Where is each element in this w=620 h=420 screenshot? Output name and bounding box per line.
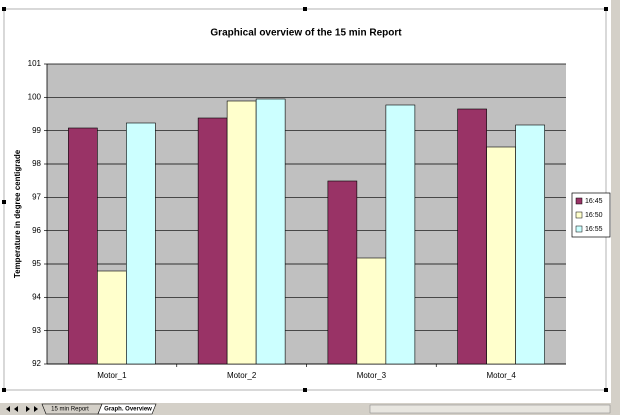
scrollbar — [611, 0, 620, 403]
legend-swatch — [575, 211, 583, 219]
bar — [226, 100, 257, 365]
y-axis-label: Temperature in degree centigrade — [13, 149, 22, 278]
y-tick-label: 95 — [32, 259, 41, 268]
x-tick-label: Motor_3 — [357, 371, 387, 380]
tab-scroll-buttons — [6, 406, 38, 412]
bar — [68, 127, 98, 365]
y-tick-label: 98 — [32, 159, 41, 168]
x-tick-label: Motor_2 — [227, 371, 257, 380]
y-tick-label: 97 — [32, 192, 41, 201]
legend-swatch — [575, 197, 583, 205]
bar — [515, 124, 545, 365]
bar — [255, 98, 286, 365]
y-tick-label: 93 — [32, 326, 41, 335]
y-tick-label: 92 — [32, 359, 41, 368]
bar — [327, 180, 358, 365]
sheet-tab-label[interactable]: Graph. Overview — [104, 407, 152, 413]
chart-title: Graphical overview of the 15 min Report — [210, 28, 402, 39]
plot: 92 93 94 95 96 97 98 99 100 101 Motor_1 Motor_2 Moto… — [28, 59, 611, 380]
sheet-tab-label[interactable]: 15 min Report — [51, 407, 89, 413]
y-tick-label: 96 — [32, 226, 41, 235]
sheet-tab-active[interactable] — [97, 403, 157, 415]
y-tick-label: 101 — [28, 59, 42, 68]
y-tick-label: 99 — [32, 126, 41, 135]
bar — [356, 257, 387, 365]
horizontal-scrollbar[interactable] — [369, 404, 611, 414]
legend-label: 16:45 — [585, 198, 603, 205]
bar — [197, 117, 228, 365]
bar — [97, 270, 127, 365]
bar — [457, 108, 487, 365]
legend-swatch — [575, 225, 583, 233]
x-tick-label: Motor_4 — [486, 371, 516, 380]
bar — [126, 122, 156, 365]
bar — [486, 146, 516, 365]
x-tick-label: Motor_1 — [97, 371, 127, 380]
y-tick-label: 94 — [32, 292, 41, 301]
bar — [385, 104, 416, 365]
legend-label: 16:50 — [585, 212, 603, 219]
legend-label: 16:55 — [585, 226, 603, 233]
y-tick-label: 100 — [28, 92, 42, 101]
